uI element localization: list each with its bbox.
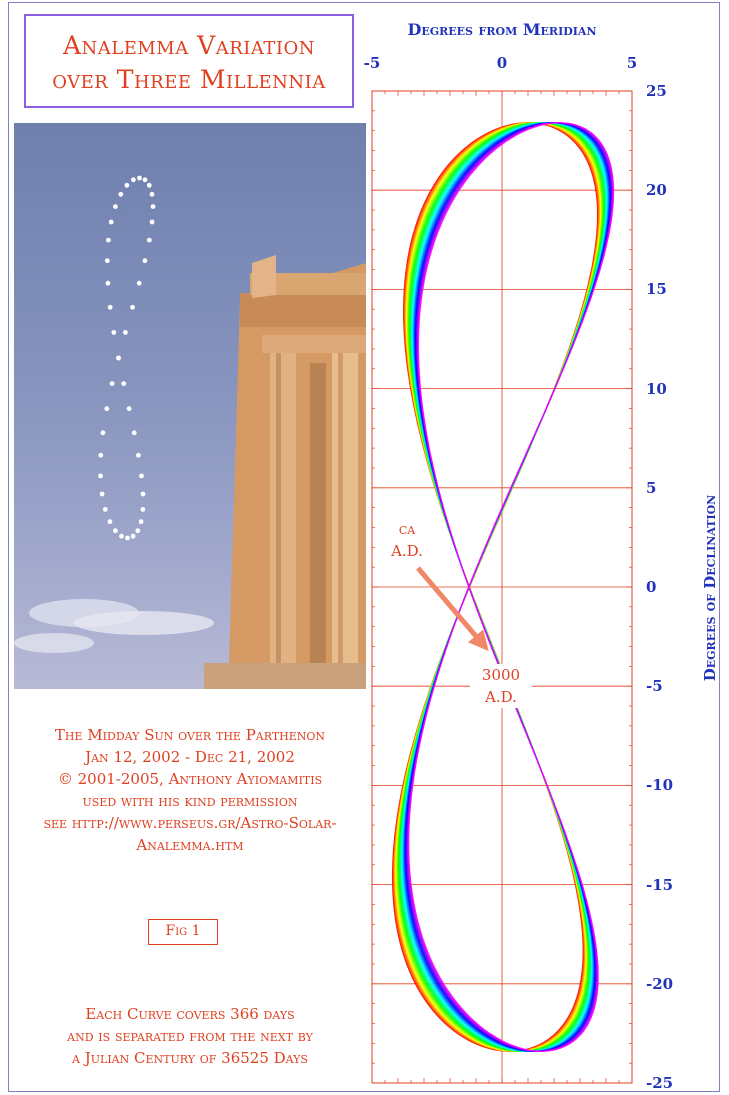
analemma-curve xyxy=(408,122,615,1052)
sun-dots xyxy=(98,175,156,541)
sun-dot xyxy=(150,204,156,209)
sun-dot xyxy=(108,219,114,225)
sun-dot xyxy=(111,330,117,335)
x-tick-label: -5 xyxy=(363,54,381,72)
sun-dot xyxy=(146,182,152,188)
title-line-1: Analemma Variation xyxy=(62,31,316,60)
y-tick-label: -10 xyxy=(646,776,674,795)
y-tick-label: -15 xyxy=(646,875,674,894)
annotation-ca: ca xyxy=(398,520,416,538)
sun-dot xyxy=(149,191,155,197)
sun-dot xyxy=(106,237,111,243)
sun-dot xyxy=(121,381,127,386)
sun-dot xyxy=(107,304,113,310)
sun-dot xyxy=(135,528,141,534)
y-tick-label: -25 xyxy=(646,1074,674,1092)
sun-dot xyxy=(113,528,118,534)
sun-dot xyxy=(104,406,110,412)
sun-dot xyxy=(99,491,105,497)
sun-dot xyxy=(138,519,144,525)
sun-dot xyxy=(146,237,152,243)
sun-dot xyxy=(109,381,115,386)
footnote: Each Curve covers 366 days and is separa… xyxy=(14,1003,366,1069)
y-tick-label: 0 xyxy=(646,578,657,596)
parthenon-photo xyxy=(14,123,366,689)
sun-dot xyxy=(140,507,146,512)
x-tick-label: 0 xyxy=(496,54,508,72)
sun-dot xyxy=(131,430,137,436)
sun-dot xyxy=(126,406,132,412)
annotation-end: 3000 A.D. xyxy=(470,664,532,708)
annotation-end-ad: A.D. xyxy=(485,688,517,706)
annotation-start-ad: A.D. xyxy=(391,542,423,560)
x-axis-title: Degrees from Meridian xyxy=(407,20,597,39)
sun-dot xyxy=(139,473,144,479)
y-tick-label: 20 xyxy=(646,181,667,200)
sun-dot xyxy=(98,473,103,479)
caption-copyright: © 2001-2005, Anthony Ayiomamitis xyxy=(57,770,323,788)
sun-dot xyxy=(136,280,142,286)
caption-subject: The Midday Sun over the Parthenon xyxy=(54,726,326,744)
y-tick-label: 5 xyxy=(646,478,657,497)
annotation-arrow xyxy=(416,566,489,652)
caption-permission: used with his kind permission xyxy=(82,792,298,810)
sun-dot xyxy=(142,258,148,264)
sun-dot xyxy=(137,175,142,181)
sun-dot xyxy=(136,452,141,458)
sun-dot xyxy=(104,258,110,264)
annotation-start: ca A.D. xyxy=(382,518,432,562)
y-tick-label: -20 xyxy=(646,974,674,993)
sun-dot xyxy=(113,204,118,209)
sun-dot xyxy=(119,533,124,539)
caption-url-1: see http://www.perseus.gr/Astro-Solar- xyxy=(43,814,337,832)
y-tick-label: -5 xyxy=(646,677,663,696)
caption-url-2: Analemma.htm xyxy=(136,836,244,854)
sun-dot xyxy=(100,430,106,436)
sun-dot xyxy=(140,491,146,497)
fig-label: Fig 1 xyxy=(148,919,218,945)
sun-dot xyxy=(116,355,121,361)
title-line-2: over Three Millennia xyxy=(52,65,326,94)
sun-dot xyxy=(107,519,113,525)
sun-dot xyxy=(118,191,124,197)
y-tick-label: 25 xyxy=(646,82,667,100)
figure-frame xyxy=(8,2,720,1092)
sun-dot xyxy=(125,535,130,541)
sun-dot xyxy=(124,182,130,188)
footnote-line-3: a Julian Century of 36525 Days xyxy=(72,1049,308,1067)
footnote-line-2: and is separated from the next by xyxy=(67,1027,313,1045)
title-box: Analemma Variation over Three Millennia xyxy=(24,14,354,108)
sun-dot xyxy=(98,452,104,458)
sun-dot xyxy=(149,219,155,225)
caption-dates: Jan 12, 2002 - Dec 21, 2002 xyxy=(85,748,295,766)
photo-caption: The Midday Sun over the Parthenon Jan 12… xyxy=(14,724,366,856)
sun-dot xyxy=(123,330,128,335)
sun-dot xyxy=(142,177,148,183)
annotation-end-year: 3000 xyxy=(481,666,521,684)
footnote-line-1: Each Curve covers 366 days xyxy=(85,1005,295,1023)
sun-dot xyxy=(130,304,135,310)
sun-dot xyxy=(130,533,136,539)
sun-dot xyxy=(105,280,111,286)
y-tick-label: 15 xyxy=(646,280,667,299)
x-tick-label: 5 xyxy=(626,54,638,72)
sun-dot xyxy=(131,177,136,183)
y-tick-label: 10 xyxy=(646,379,667,398)
sun-dot xyxy=(102,507,108,512)
